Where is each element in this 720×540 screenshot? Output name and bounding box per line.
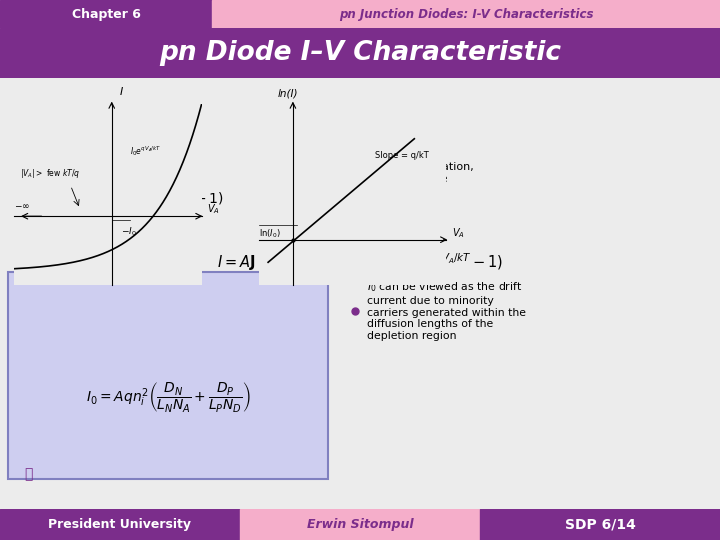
- Text: President University: President University: [48, 518, 192, 531]
- Text: $V_A$: $V_A$: [452, 226, 465, 240]
- Text: $\ln(I_0)$: $\ln(I_0)$: [259, 227, 281, 240]
- FancyBboxPatch shape: [8, 272, 328, 478]
- Text: $|V_A|>$ few $kT/q$: $|V_A|>$ few $kT/q$: [20, 167, 80, 180]
- Bar: [212, 0, 720, 28]
- Text: $-I_0$: $-I_0$: [121, 225, 137, 238]
- Bar: [240, 509, 480, 540]
- Text: pn Diode I–V Characteristic: pn Diode I–V Characteristic: [159, 40, 561, 66]
- Bar: [0, 509, 240, 540]
- Text: pn Junction Diodes: I-V Characteristics: pn Junction Diodes: I-V Characteristics: [339, 8, 593, 21]
- Text: $I_0 e^{qV_A/kT}$: $I_0 e^{qV_A/kT}$: [130, 144, 162, 158]
- Text: $I_0 = Aqn_i^2\left(\dfrac{D_N}{L_N N_A} + \dfrac{D_P}{L_P N_D}\right)$: $I_0 = Aqn_i^2\left(\dfrac{D_N}{L_N N_A}…: [86, 380, 251, 414]
- Text: Slope = q/kT: Slope = q/kT: [375, 151, 429, 160]
- Text: SDP 6/14: SDP 6/14: [564, 517, 636, 531]
- Bar: [0, 0, 212, 28]
- Text: $-\infty$: $-\infty$: [14, 202, 30, 211]
- Text: ln(I): ln(I): [278, 89, 298, 99]
- Text: Chapter 6: Chapter 6: [72, 8, 140, 21]
- Bar: [480, 509, 720, 540]
- Text: Shockley Equation,
for ideal diode: Shockley Equation, for ideal diode: [367, 162, 474, 184]
- Text: Ⓐ: Ⓐ: [24, 467, 32, 481]
- Text: $V_A$: $V_A$: [207, 202, 220, 217]
- Text: Erwin Sitompul: Erwin Sitompul: [307, 518, 413, 531]
- Text: $I = A\mathbf{J} = Aqn_i^2\left(\dfrac{D_N}{L_N N_A} + \dfrac{D_P}{L_P N_D}\righ: $I = A\mathbf{J} = Aqn_i^2\left(\dfrac{D…: [217, 245, 503, 282]
- Text: $I = I_0(e^{qV_A/kT}-1)$: $I = I_0(e^{qV_A/kT}-1)$: [112, 188, 224, 209]
- Text: I: I: [120, 87, 122, 97]
- Text: $I_0$ can be viewed as the drift
current due to minority
carriers generated with: $I_0$ can be viewed as the drift current…: [367, 281, 526, 341]
